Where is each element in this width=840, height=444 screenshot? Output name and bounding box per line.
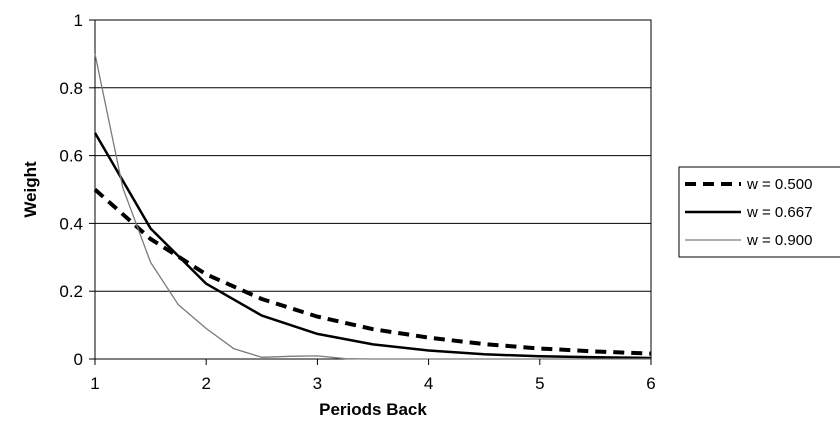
x-tick-label: 3 <box>313 374 322 393</box>
y-tick-label: 0.4 <box>59 214 83 233</box>
y-axis-title: Weight <box>21 161 40 218</box>
y-tick-label: 0.8 <box>59 79 83 98</box>
legend: w = 0.500 w = 0.667 w = 0.900 <box>678 166 840 258</box>
series-line-1 <box>93 188 652 356</box>
y-tick-label: 0 <box>74 350 83 369</box>
y-tick-label: 1 <box>74 11 83 30</box>
series-layer <box>93 53 652 360</box>
gridlines <box>95 87 651 292</box>
x-tick-label: 2 <box>201 374 210 393</box>
x-tick-label: 5 <box>535 374 544 393</box>
y-tick-label: 0.2 <box>59 282 83 301</box>
x-axis-title: Periods Back <box>319 400 427 419</box>
x-tick-label: 4 <box>424 374 433 393</box>
tick-layer: 0 0.2 0.4 0.6 0.8 1 1 2 3 4 5 6 <box>59 11 655 393</box>
series-line-3 <box>94 53 651 360</box>
legend-label: w = 0.667 <box>746 204 812 221</box>
series-line-2 <box>93 132 652 360</box>
y-tick-label: 0.6 <box>59 147 83 166</box>
x-tick-label: 1 <box>90 374 99 393</box>
x-tick-label: 6 <box>646 374 655 393</box>
legend-label: w = 0.500 <box>746 176 812 193</box>
legend-label: w = 0.900 <box>746 232 812 249</box>
